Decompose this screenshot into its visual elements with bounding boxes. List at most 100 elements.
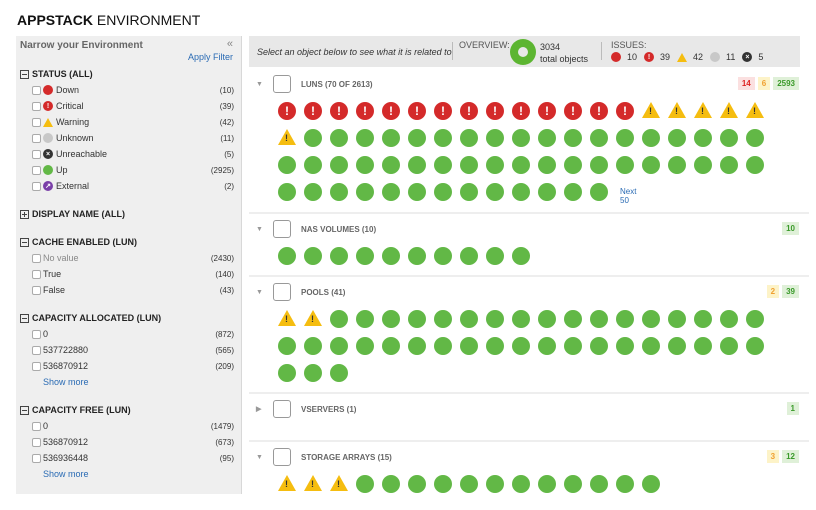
up-status-item[interactable] (720, 310, 738, 328)
up-status-item[interactable] (642, 337, 660, 355)
up-status-item[interactable] (460, 183, 478, 201)
checkbox[interactable] (32, 181, 41, 191)
show-more-link[interactable]: Show more (43, 469, 89, 479)
up-status-item[interactable] (616, 156, 634, 174)
up-status-item[interactable] (382, 156, 400, 174)
up-status-item[interactable] (590, 310, 608, 328)
section-header[interactable]: ▶ VSERVERS (1) 1 (249, 399, 809, 419)
filter-option[interactable]: 0 (872) (20, 326, 238, 342)
up-status-item[interactable] (512, 337, 530, 355)
up-status-item[interactable] (746, 337, 764, 355)
collapse-icon[interactable] (20, 313, 29, 323)
section-header[interactable]: ▼ POOLS (41) 2 39 (249, 282, 809, 302)
critical-status-item[interactable]: ! (356, 102, 374, 120)
up-status-item[interactable] (486, 183, 504, 201)
up-status-item[interactable] (616, 475, 634, 493)
checkbox[interactable] (32, 149, 41, 159)
up-status-item[interactable] (460, 156, 478, 174)
up-status-item[interactable] (512, 475, 530, 493)
section-title[interactable]: STORAGE ARRAYS (15) (301, 452, 392, 462)
up-status-item[interactable] (408, 310, 426, 328)
filter-option[interactable]: 536936448 (95) (20, 450, 238, 466)
critical-status-item[interactable]: ! (330, 102, 348, 120)
up-status-item[interactable] (590, 129, 608, 147)
up-status-item[interactable] (330, 183, 348, 201)
filter-group-header[interactable]: CAPACITY FREE (LUN) (20, 402, 238, 418)
checkbox[interactable] (32, 165, 41, 175)
checkbox[interactable] (32, 437, 41, 447)
up-status-item[interactable] (382, 129, 400, 147)
up-status-item[interactable] (356, 156, 374, 174)
filter-group-header[interactable]: STATUS (ALL) (20, 66, 238, 82)
section-title[interactable]: POOLS (41) (301, 287, 346, 297)
up-status-item[interactable] (408, 183, 426, 201)
up-status-item[interactable] (330, 364, 348, 382)
filter-option[interactable]: 536870912 (673) (20, 434, 238, 450)
section-header[interactable]: ▼ STORAGE ARRAYS (15) 3 12 (249, 447, 809, 467)
up-status-item[interactable] (486, 129, 504, 147)
warning-status-item[interactable]: ! (278, 310, 296, 326)
up-status-item[interactable] (304, 337, 322, 355)
up-status-item[interactable] (460, 129, 478, 147)
count-badge[interactable]: 10 (782, 222, 799, 235)
up-status-item[interactable] (564, 183, 582, 201)
up-status-item[interactable] (278, 337, 296, 355)
up-status-item[interactable] (330, 129, 348, 147)
up-status-item[interactable] (278, 156, 296, 174)
up-status-item[interactable] (512, 310, 530, 328)
up-status-item[interactable] (278, 183, 296, 201)
section-header[interactable]: ▼ LUNS (70 OF 2613) 14 6 2593 (249, 74, 809, 94)
up-status-item[interactable] (382, 247, 400, 265)
up-status-item[interactable] (694, 310, 712, 328)
up-status-item[interactable] (616, 337, 634, 355)
warning-status-item[interactable]: ! (694, 102, 712, 118)
checkbox[interactable] (32, 345, 41, 355)
warning-status-item[interactable]: ! (668, 102, 686, 118)
filter-option[interactable]: Unknown (11) (20, 130, 238, 146)
up-status-item[interactable] (356, 310, 374, 328)
up-status-item[interactable] (434, 156, 452, 174)
up-status-item[interactable] (304, 156, 322, 174)
filter-group-header[interactable]: CAPACITY ALLOCATED (LUN) (20, 310, 238, 326)
up-status-item[interactable] (590, 183, 608, 201)
checkbox[interactable] (32, 329, 41, 339)
up-status-item[interactable] (434, 337, 452, 355)
caret-down-icon[interactable]: ▼ (256, 80, 263, 88)
up-status-item[interactable] (642, 129, 660, 147)
up-status-item[interactable] (538, 310, 556, 328)
up-status-item[interactable] (668, 129, 686, 147)
critical-status-item[interactable]: ! (382, 102, 400, 120)
up-status-item[interactable] (590, 475, 608, 493)
up-status-item[interactable] (642, 156, 660, 174)
section-header[interactable]: ▼ NAS VOLUMES (10) 10 (249, 219, 809, 239)
critical-status-item[interactable]: ! (512, 102, 530, 120)
up-status-item[interactable] (434, 129, 452, 147)
filter-option[interactable]: False (43) (20, 282, 238, 298)
up-status-item[interactable] (746, 156, 764, 174)
up-status-item[interactable] (746, 310, 764, 328)
up-status-item[interactable] (668, 310, 686, 328)
checkbox[interactable] (32, 253, 41, 263)
up-status-item[interactable] (538, 129, 556, 147)
checkbox[interactable] (32, 285, 41, 295)
up-status-item[interactable] (512, 129, 530, 147)
up-status-item[interactable] (356, 247, 374, 265)
filter-option[interactable]: Up (2925) (20, 162, 238, 178)
up-status-item[interactable] (408, 156, 426, 174)
up-status-item[interactable] (434, 183, 452, 201)
critical-status-item[interactable]: ! (564, 102, 582, 120)
up-status-item[interactable] (382, 337, 400, 355)
filter-option[interactable]: × Unreachable (5) (20, 146, 238, 162)
count-badge[interactable]: 12 (782, 450, 799, 463)
up-status-item[interactable] (590, 337, 608, 355)
caret-right-icon[interactable]: ▶ (256, 406, 262, 413)
up-status-item[interactable] (278, 247, 296, 265)
up-status-item[interactable] (408, 247, 426, 265)
warning-status-item[interactable]: ! (278, 475, 296, 491)
up-status-item[interactable] (486, 156, 504, 174)
up-status-item[interactable] (356, 183, 374, 201)
up-status-item[interactable] (512, 183, 530, 201)
section-title[interactable]: LUNS (70 OF 2613) (301, 79, 373, 89)
critical-status-item[interactable]: ! (304, 102, 322, 120)
checkbox[interactable] (32, 361, 41, 371)
